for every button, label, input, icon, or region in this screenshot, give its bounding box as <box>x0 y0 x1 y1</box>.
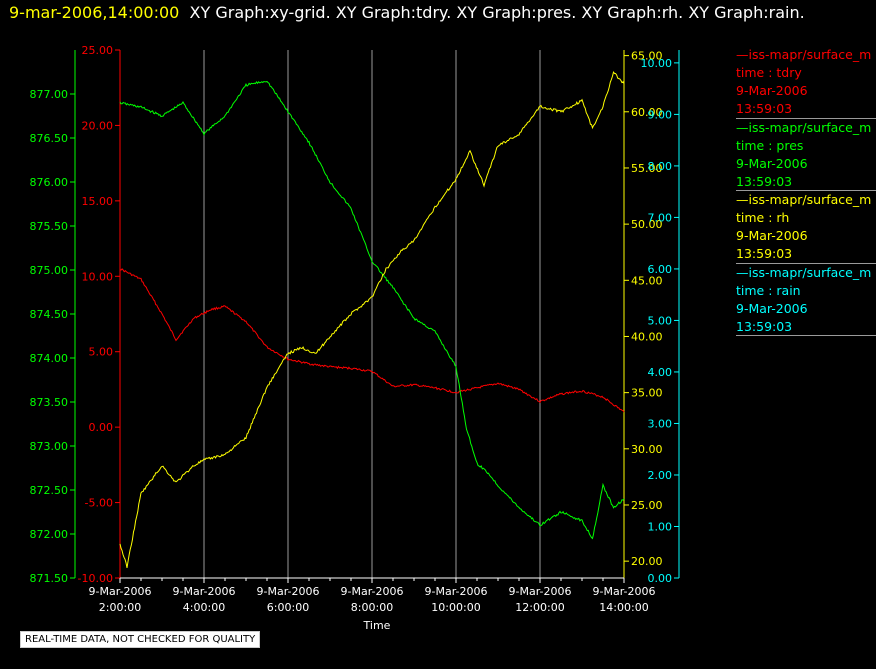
x-tick-time: 10:00:00 <box>431 601 480 614</box>
x-tick-date: 9-Mar-2006 <box>425 585 488 598</box>
axes: 871.50 872.00 872.50 873.00 873.50 874.00 874.… <box>30 44 680 585</box>
rh-tick-label: 55.00 <box>631 162 663 175</box>
pres-tick-label: 876.00 <box>30 176 69 189</box>
legend-source: —iss-mapr/surface_m <box>736 47 872 62</box>
legend-entry-pres: —iss-mapr/surface_m time : pres 9-Mar-20… <box>736 119 876 191</box>
rh-tick-label: 20.00 <box>631 555 663 568</box>
x-tick-time: 8:00:00 <box>351 601 393 614</box>
series-line-rh <box>119 70 625 568</box>
rh-tick-label: 35.00 <box>631 387 663 400</box>
rh-tick-label: 25.00 <box>631 499 663 512</box>
tdry-tick-label: 20.00 <box>82 119 114 132</box>
pres-tick-label: 874.50 <box>30 308 69 321</box>
x-tick-date: 9-Mar-2006 <box>257 585 320 598</box>
timestamp: 9-mar-2006,14:00:00 <box>9 3 180 22</box>
x-tick-date: 9-Mar-2006 <box>593 585 656 598</box>
pres-tick-label: 877.00 <box>30 88 69 101</box>
x-tick-date: 9-Mar-2006 <box>173 585 236 598</box>
pres-tick-label: 872.00 <box>30 528 69 541</box>
legend-time: 13:59:03 <box>736 101 793 116</box>
pres-tick-label: 873.50 <box>30 396 69 409</box>
pres-tick-label: 873.00 <box>30 440 69 453</box>
x-tick-time: 12:00:00 <box>515 601 564 614</box>
rain-tick-label: 10.00 <box>641 57 673 70</box>
rain-tick-label: 4.00 <box>648 366 673 379</box>
legend-time: 13:59:03 <box>736 318 793 334</box>
tdry-tick-label: 0.00 <box>89 421 114 434</box>
pres-tick-label: 875.50 <box>30 220 69 233</box>
x-tick-date: 9-Mar-2006 <box>89 585 152 598</box>
x-tick-time: 4:00:00 <box>183 601 225 614</box>
legend-time: 13:59:03 <box>736 246 793 261</box>
series-line-pres <box>119 80 625 540</box>
rain-tick-label: 3.00 <box>648 417 673 430</box>
legend-var: time : rh <box>736 210 790 225</box>
legend-date: 9-Mar-2006 <box>736 83 808 98</box>
pres-tick-label: 872.50 <box>30 484 69 497</box>
rain-tick-label: 9.00 <box>648 108 673 121</box>
grid-lines <box>203 50 541 578</box>
rain-tick-label: 7.00 <box>648 211 673 224</box>
rain-tick-label: 8.00 <box>648 160 673 173</box>
x-axis: 9-Mar-2006 2:00:00 9-Mar-2006 4:00:00 9-Mar-… <box>89 577 656 632</box>
pres-tick-label: 871.50 <box>30 572 69 585</box>
pres-tick-label: 875.00 <box>30 264 69 277</box>
legend-var: time : rain <box>736 282 801 298</box>
x-tick-date: 9-Mar-2006 <box>509 585 572 598</box>
x-tick-time: 2:00:00 <box>99 601 141 614</box>
tdry-tick-label: 5.00 <box>89 346 114 359</box>
rain-tick-label: 5.00 <box>648 314 673 327</box>
rh-tick-label: 50.00 <box>631 218 663 231</box>
legend-date: 9-Mar-2006 <box>736 155 808 171</box>
rh-tick-label: 30.00 <box>631 443 663 456</box>
header-title: 9-mar-2006,14:00:00 XY Graph:xy-grid. XY… <box>9 3 805 22</box>
legend-source: —iss-mapr/surface_m <box>736 192 872 207</box>
rh-tick-label: 45.00 <box>631 274 663 287</box>
tdry-tick-label: 25.00 <box>82 44 114 57</box>
legend-entry-tdry: —iss-mapr/surface_m time : tdry 9-Mar-20… <box>736 46 876 119</box>
graph-titles: XY Graph:xy-grid. XY Graph:tdry. XY Grap… <box>189 3 805 22</box>
legend-date: 9-Mar-2006 <box>736 300 808 316</box>
legend-source: —iss-mapr/surface_m <box>736 119 872 135</box>
legend-var: time : tdry <box>736 65 802 80</box>
legend: —iss-mapr/surface_m time : tdry 9-Mar-20… <box>736 46 876 336</box>
tdry-tick-label: -5.00 <box>85 497 113 510</box>
tdry-tick-label: -10.00 <box>78 572 113 585</box>
x-tick-date: 9-Mar-2006 <box>341 585 404 598</box>
legend-source: —iss-mapr/surface_m <box>736 264 872 280</box>
legend-entry-rain: —iss-mapr/surface_m time : rain 9-Mar-20… <box>736 264 876 336</box>
legend-time: 13:59:03 <box>736 173 793 189</box>
x-tick-time: 6:00:00 <box>267 601 309 614</box>
x-tick-time: 14:00:00 <box>599 601 648 614</box>
rain-tick-label: 0.00 <box>648 572 673 585</box>
series-line-tdry <box>119 268 625 413</box>
pres-tick-label: 874.00 <box>30 352 69 365</box>
rain-tick-label: 1.00 <box>648 520 673 533</box>
rh-tick-label: 65.00 <box>631 50 663 63</box>
x-axis-label: Time <box>363 619 391 632</box>
quality-disclaimer: REAL-TIME DATA, NOT CHECKED FOR QUALITY <box>20 631 261 648</box>
rain-tick-label: 2.00 <box>648 469 673 482</box>
rain-tick-label: 6.00 <box>648 263 673 276</box>
legend-var: time : pres <box>736 137 804 153</box>
tdry-tick-label: 15.00 <box>82 195 114 208</box>
rh-tick-label: 60.00 <box>631 106 663 119</box>
rh-tick-label: 40.00 <box>631 330 663 343</box>
tdry-tick-label: 10.00 <box>82 270 114 283</box>
pres-tick-label: 876.50 <box>30 132 69 145</box>
legend-date: 9-Mar-2006 <box>736 228 808 243</box>
legend-entry-rh: —iss-mapr/surface_m time : rh 9-Mar-2006… <box>736 191 876 264</box>
